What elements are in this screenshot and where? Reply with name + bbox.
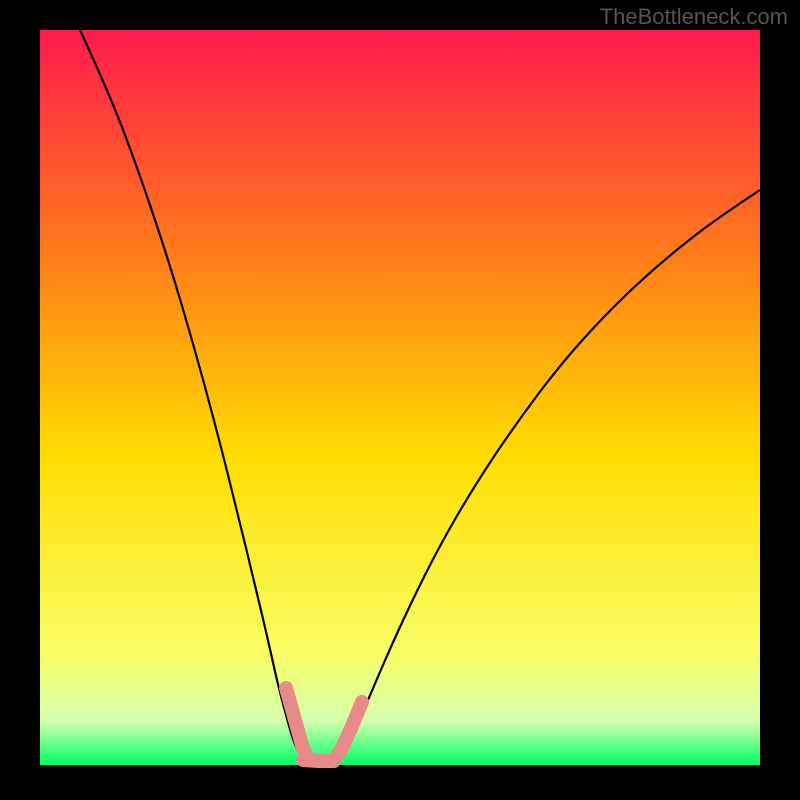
chart-svg <box>0 0 800 800</box>
chart-container: TheBottleneck.com <box>0 0 800 800</box>
plot-background <box>40 30 760 765</box>
watermark-text: TheBottleneck.com <box>600 4 788 30</box>
